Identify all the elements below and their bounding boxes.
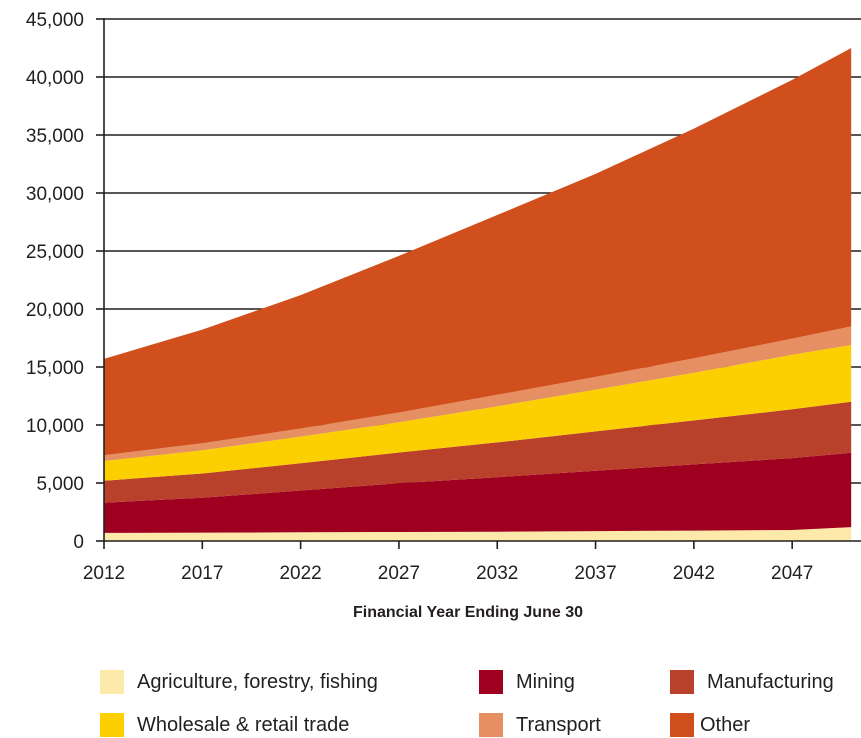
x-tick-label-3: 2027 (378, 563, 420, 584)
x-tick-label-2: 2022 (279, 563, 321, 584)
x-tick-label-4: 2032 (476, 563, 518, 584)
y-tick-label-0: 0 (73, 532, 84, 553)
x-axis-label: Financial Year Ending June 30 (353, 604, 583, 621)
x-axis-ticks: 2012 2017 2022 2027 2032 2037 2042 2047 (83, 541, 813, 584)
y-tick-label-4: 20,000 (26, 300, 84, 321)
axes (103, 18, 861, 542)
y-tick-label-2: 10,000 (26, 416, 84, 437)
y-tick-label-8: 40,000 (26, 68, 84, 89)
area-agriculture-forestry-fishing (104, 527, 852, 541)
x-tick-label-6: 2042 (673, 563, 715, 584)
area-series-group (104, 48, 852, 541)
y-tick-label-5: 25,000 (26, 242, 84, 263)
y-tick-label-7: 35,000 (26, 126, 84, 147)
y-tick-label-9: 45,000 (26, 10, 84, 31)
area-manufacturing (104, 401, 852, 503)
area-transport (104, 326, 852, 461)
y-tick-label-1: 5,000 (36, 474, 84, 495)
y-tick-label-6: 30,000 (26, 184, 84, 205)
x-tick-label-7: 2047 (771, 563, 813, 584)
area-other (104, 48, 852, 456)
area-wholesale-retail-trade (104, 345, 852, 481)
y-tick-label-3: 15,000 (26, 358, 84, 379)
x-tick-label-0: 2012 (83, 563, 125, 584)
y-axis-ticks: 0 5,000 10,000 15,000 20,000 25,000 30,000 35,0… (26, 10, 104, 553)
area-mining (104, 452, 852, 533)
x-tick-label-5: 2037 (574, 563, 616, 584)
x-tick-label-1: 2017 (181, 563, 223, 584)
